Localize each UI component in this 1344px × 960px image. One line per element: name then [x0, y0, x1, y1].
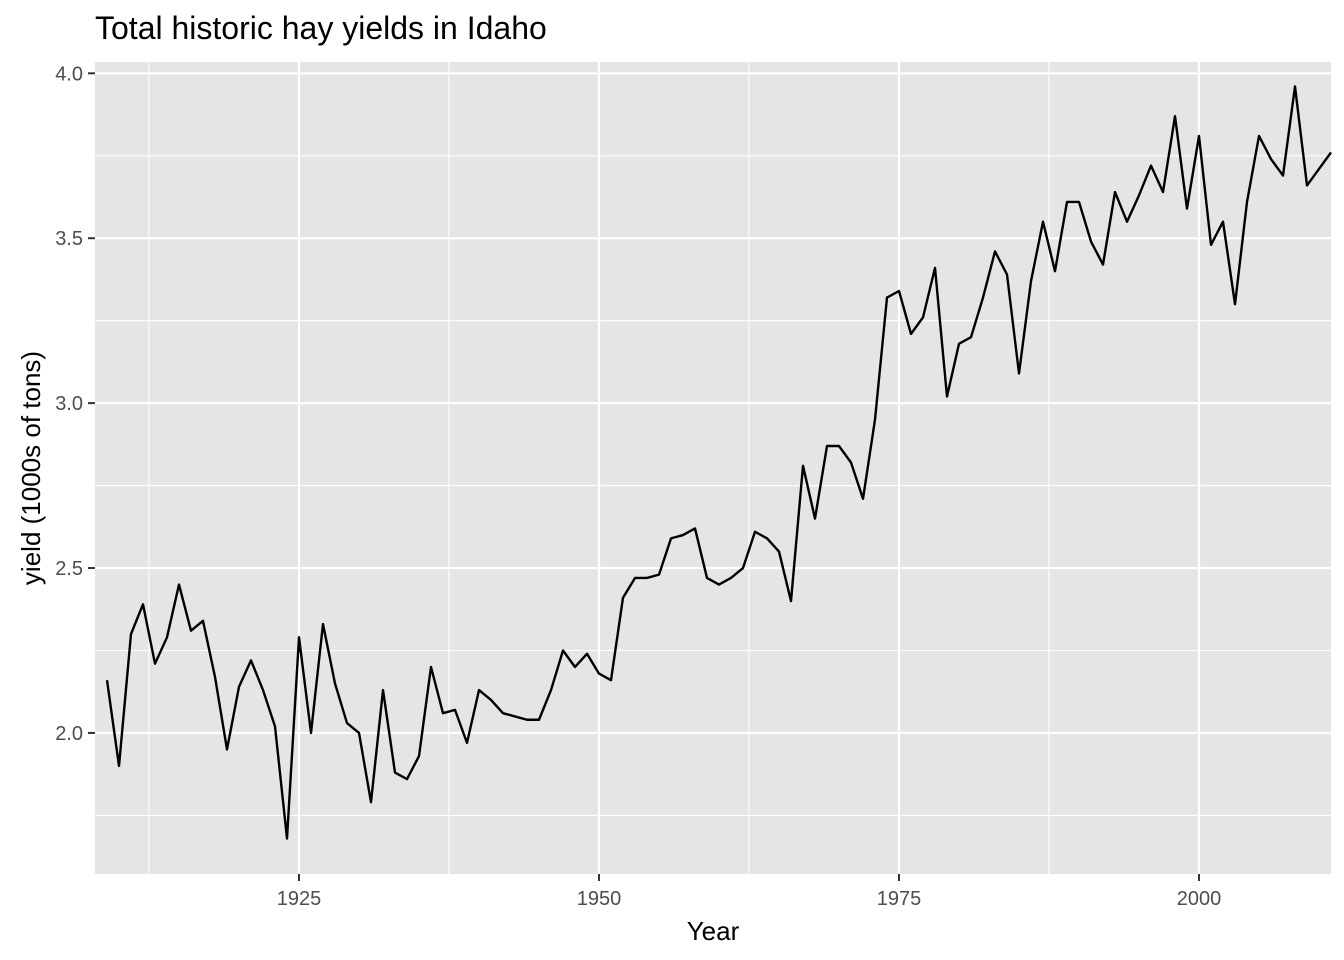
y-tick-label: 3.5 — [55, 228, 83, 250]
x-axis-title: Year — [687, 916, 740, 946]
y-axis-title: yield (1000s of tons) — [16, 351, 46, 585]
chart-title: Total historic hay yields in Idaho — [95, 10, 547, 46]
y-tick-label: 3.0 — [55, 393, 83, 415]
y-tick-label: 4.0 — [55, 63, 83, 85]
y-axis-ticks: 2.0 2.5 3.0 3.5 4.0 — [55, 63, 95, 745]
x-tick-label: 1950 — [577, 888, 622, 910]
x-tick-label: 1975 — [877, 888, 922, 910]
y-tick-label: 2.5 — [55, 558, 83, 580]
y-tick-label: 2.0 — [55, 723, 83, 745]
x-axis-ticks: 1925 1950 1975 2000 — [277, 874, 1222, 910]
plot-panel — [95, 62, 1331, 874]
x-tick-label: 2000 — [1177, 888, 1222, 910]
x-tick-label: 1925 — [277, 888, 322, 910]
